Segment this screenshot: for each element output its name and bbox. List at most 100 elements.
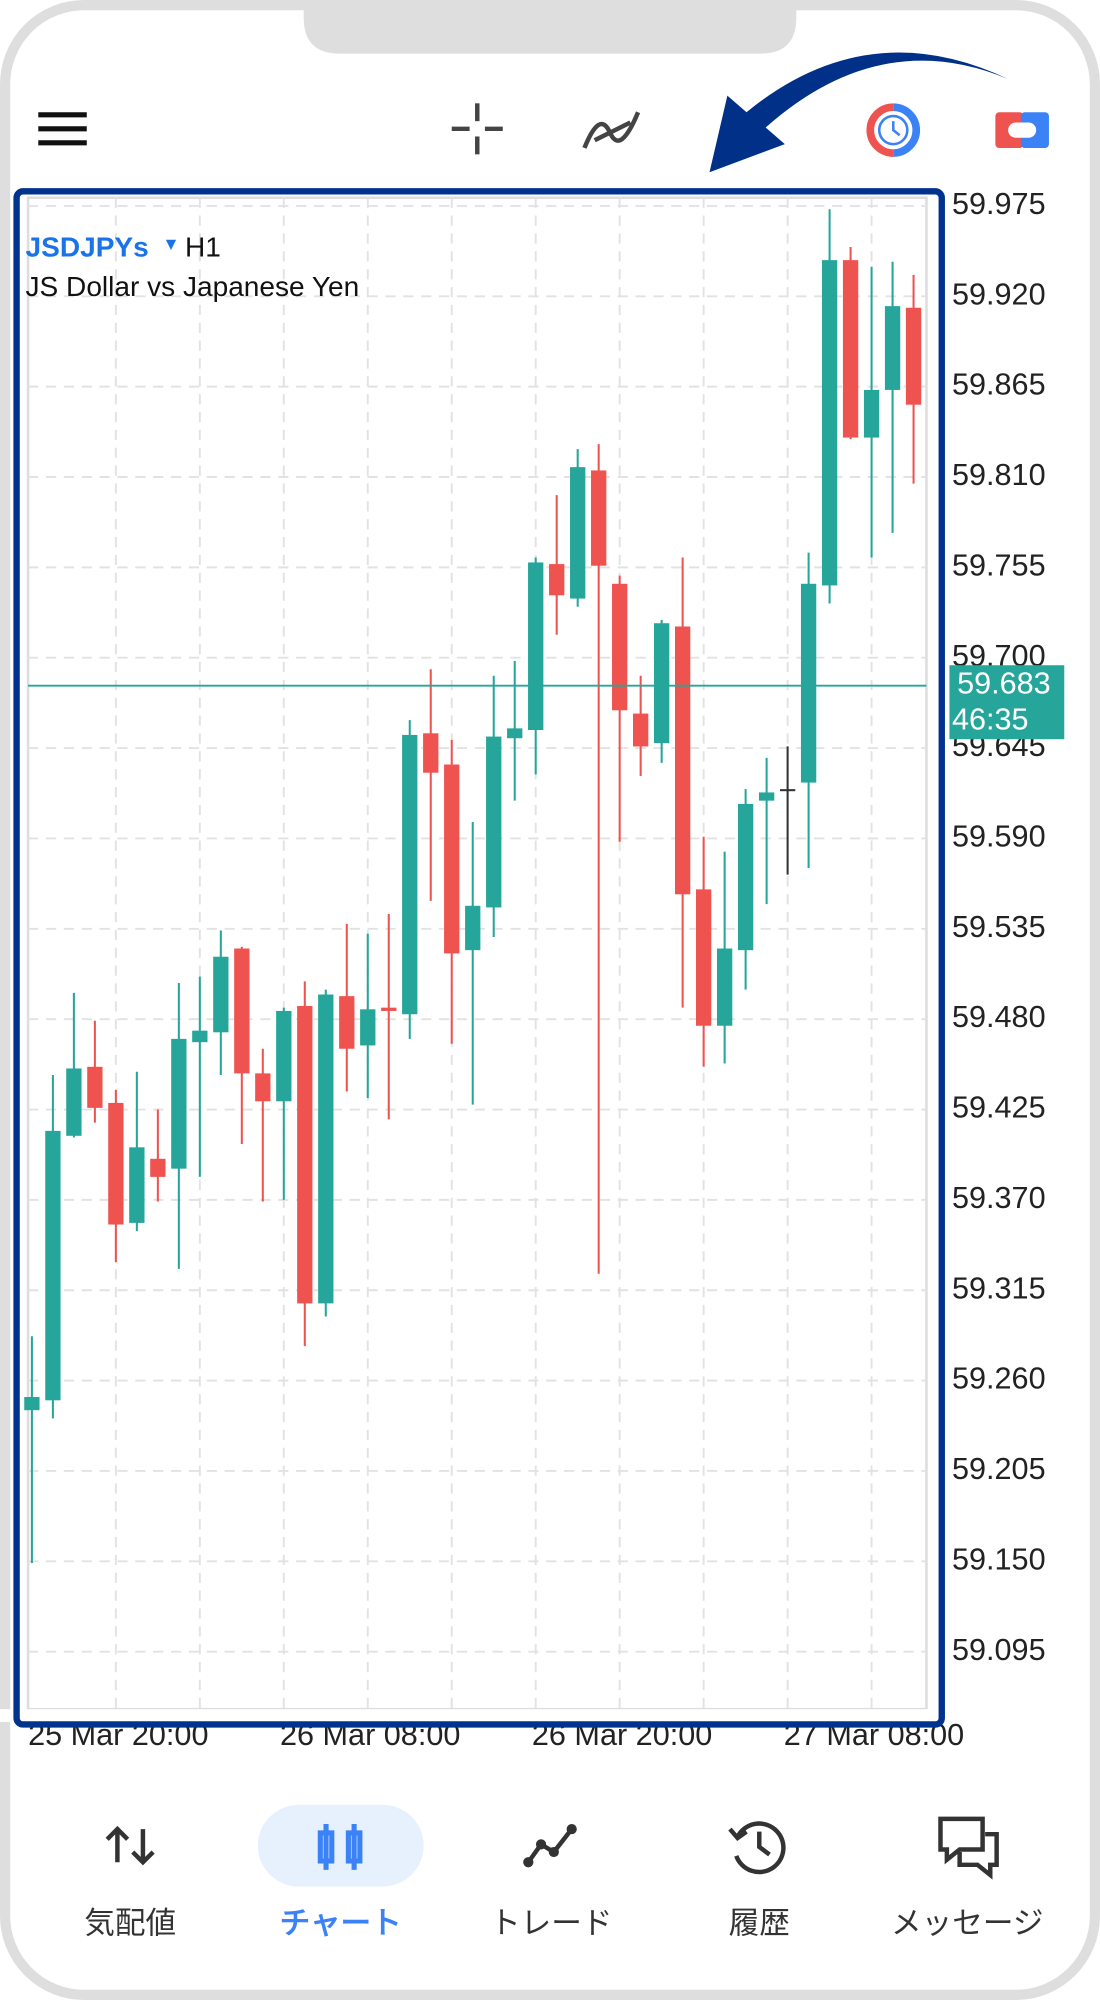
candle-body (465, 905, 481, 951)
candle-body (213, 956, 229, 1033)
candle-body (842, 260, 859, 438)
candle (318, 989, 334, 1317)
candle-body (507, 728, 523, 739)
candle-body (24, 1397, 40, 1411)
candle-body (381, 1007, 397, 1011)
y-tick-label: 59.535 (952, 910, 1046, 944)
indicator-button[interactable] (582, 111, 641, 149)
candle (905, 274, 922, 484)
chart-highlight-frame (13, 188, 945, 1728)
candle-body (800, 583, 817, 783)
current-price-tag (949, 665, 1065, 740)
candle-body (87, 1066, 103, 1108)
chart-frame-mask (0, 1709, 945, 1722)
candle (423, 669, 439, 901)
symbol-dropdown[interactable] (165, 239, 177, 250)
candle-body (612, 583, 628, 711)
y-tick-label: 59.315 (952, 1271, 1046, 1305)
y-tick-label: 59.150 (952, 1542, 1046, 1576)
candle-body (297, 1006, 313, 1304)
candle (339, 923, 355, 1092)
one-click-icon[interactable] (995, 112, 1049, 148)
nav-label[interactable]: メッセージ (891, 1907, 1043, 1941)
candle (108, 1089, 124, 1263)
candle (192, 976, 208, 1177)
symbol[interactable]: JSDJPYs (26, 231, 149, 262)
candle-body (905, 307, 922, 405)
nav-label[interactable]: トレード (490, 1907, 612, 1941)
candle (507, 661, 523, 801)
candle (528, 557, 544, 775)
candle-body (654, 623, 670, 744)
candle-body (486, 736, 502, 908)
candle (758, 757, 775, 905)
candle-body (674, 626, 691, 895)
nav-icon[interactable] (728, 1821, 786, 1875)
candle-body (695, 889, 712, 1026)
candle (444, 739, 460, 1044)
notch (303, 0, 797, 54)
candle (171, 983, 187, 1269)
y-tick-label: 59.480 (952, 1000, 1046, 1034)
candle (66, 992, 82, 1138)
candle-body (591, 470, 607, 566)
candle-body (528, 562, 544, 731)
nav-bar: 気配値 チャート トレード 履歴 メッセージ (84, 1804, 1044, 1941)
plot-background (26, 196, 928, 1711)
candle-body (570, 467, 586, 599)
candle (150, 1109, 166, 1202)
nav-icon[interactable] (938, 1816, 999, 1880)
candle-body (402, 734, 418, 1015)
y-tick-label: 59.260 (952, 1362, 1046, 1396)
candle-body (255, 1073, 271, 1102)
candle (716, 851, 733, 1064)
candle (87, 1020, 103, 1123)
candle (863, 266, 880, 558)
candle (737, 789, 754, 990)
candle-body (360, 1009, 376, 1046)
menu-button[interactable] (38, 112, 87, 146)
candle-body (339, 996, 355, 1049)
y-tick-label: 59.810 (952, 458, 1046, 492)
nav-icon[interactable] (317, 1823, 363, 1870)
candle-body (45, 1130, 61, 1401)
crosshair-button[interactable] (451, 103, 503, 155)
y-tick-label: 59.920 (952, 277, 1046, 311)
countdown-label: 46:35 (952, 702, 1029, 736)
y-tick-label: 59.755 (952, 548, 1046, 582)
candle-body (318, 994, 334, 1304)
candle-body (737, 803, 754, 951)
y-tick-label: 59.205 (952, 1452, 1046, 1486)
symbol-description: JS Dollar vs Japanese Yen (26, 271, 360, 302)
candle (276, 1007, 292, 1200)
candle-body (66, 1068, 82, 1136)
candle (234, 946, 250, 1145)
hint-arrow (709, 52, 1009, 173)
candle (695, 836, 712, 1067)
candle-body (192, 1030, 208, 1043)
candle (800, 552, 817, 869)
candle-body (276, 1010, 292, 1102)
timeframe: H1 (185, 231, 221, 262)
candle (674, 557, 691, 1008)
candle (465, 822, 481, 1105)
nav-label[interactable]: 気配値 (84, 1907, 176, 1941)
nav-label[interactable]: チャート (280, 1907, 402, 1941)
y-tick-label: 59.865 (952, 368, 1046, 402)
nav-icon[interactable] (523, 1823, 577, 1868)
y-tick-label: 59.590 (952, 820, 1046, 854)
candle-body (150, 1158, 166, 1177)
y-tick-label: 59.370 (952, 1181, 1046, 1215)
nav-active-pill[interactable] (257, 1804, 424, 1887)
candle (297, 981, 313, 1347)
candle-body (633, 713, 649, 747)
trade-history-icon[interactable] (866, 103, 920, 157)
plot-area (24, 196, 928, 1711)
candle (360, 933, 376, 1099)
nav-label[interactable]: 履歴 (729, 1907, 790, 1941)
candle (129, 1071, 145, 1232)
candle (633, 675, 649, 777)
nav-icon[interactable] (105, 1825, 155, 1866)
